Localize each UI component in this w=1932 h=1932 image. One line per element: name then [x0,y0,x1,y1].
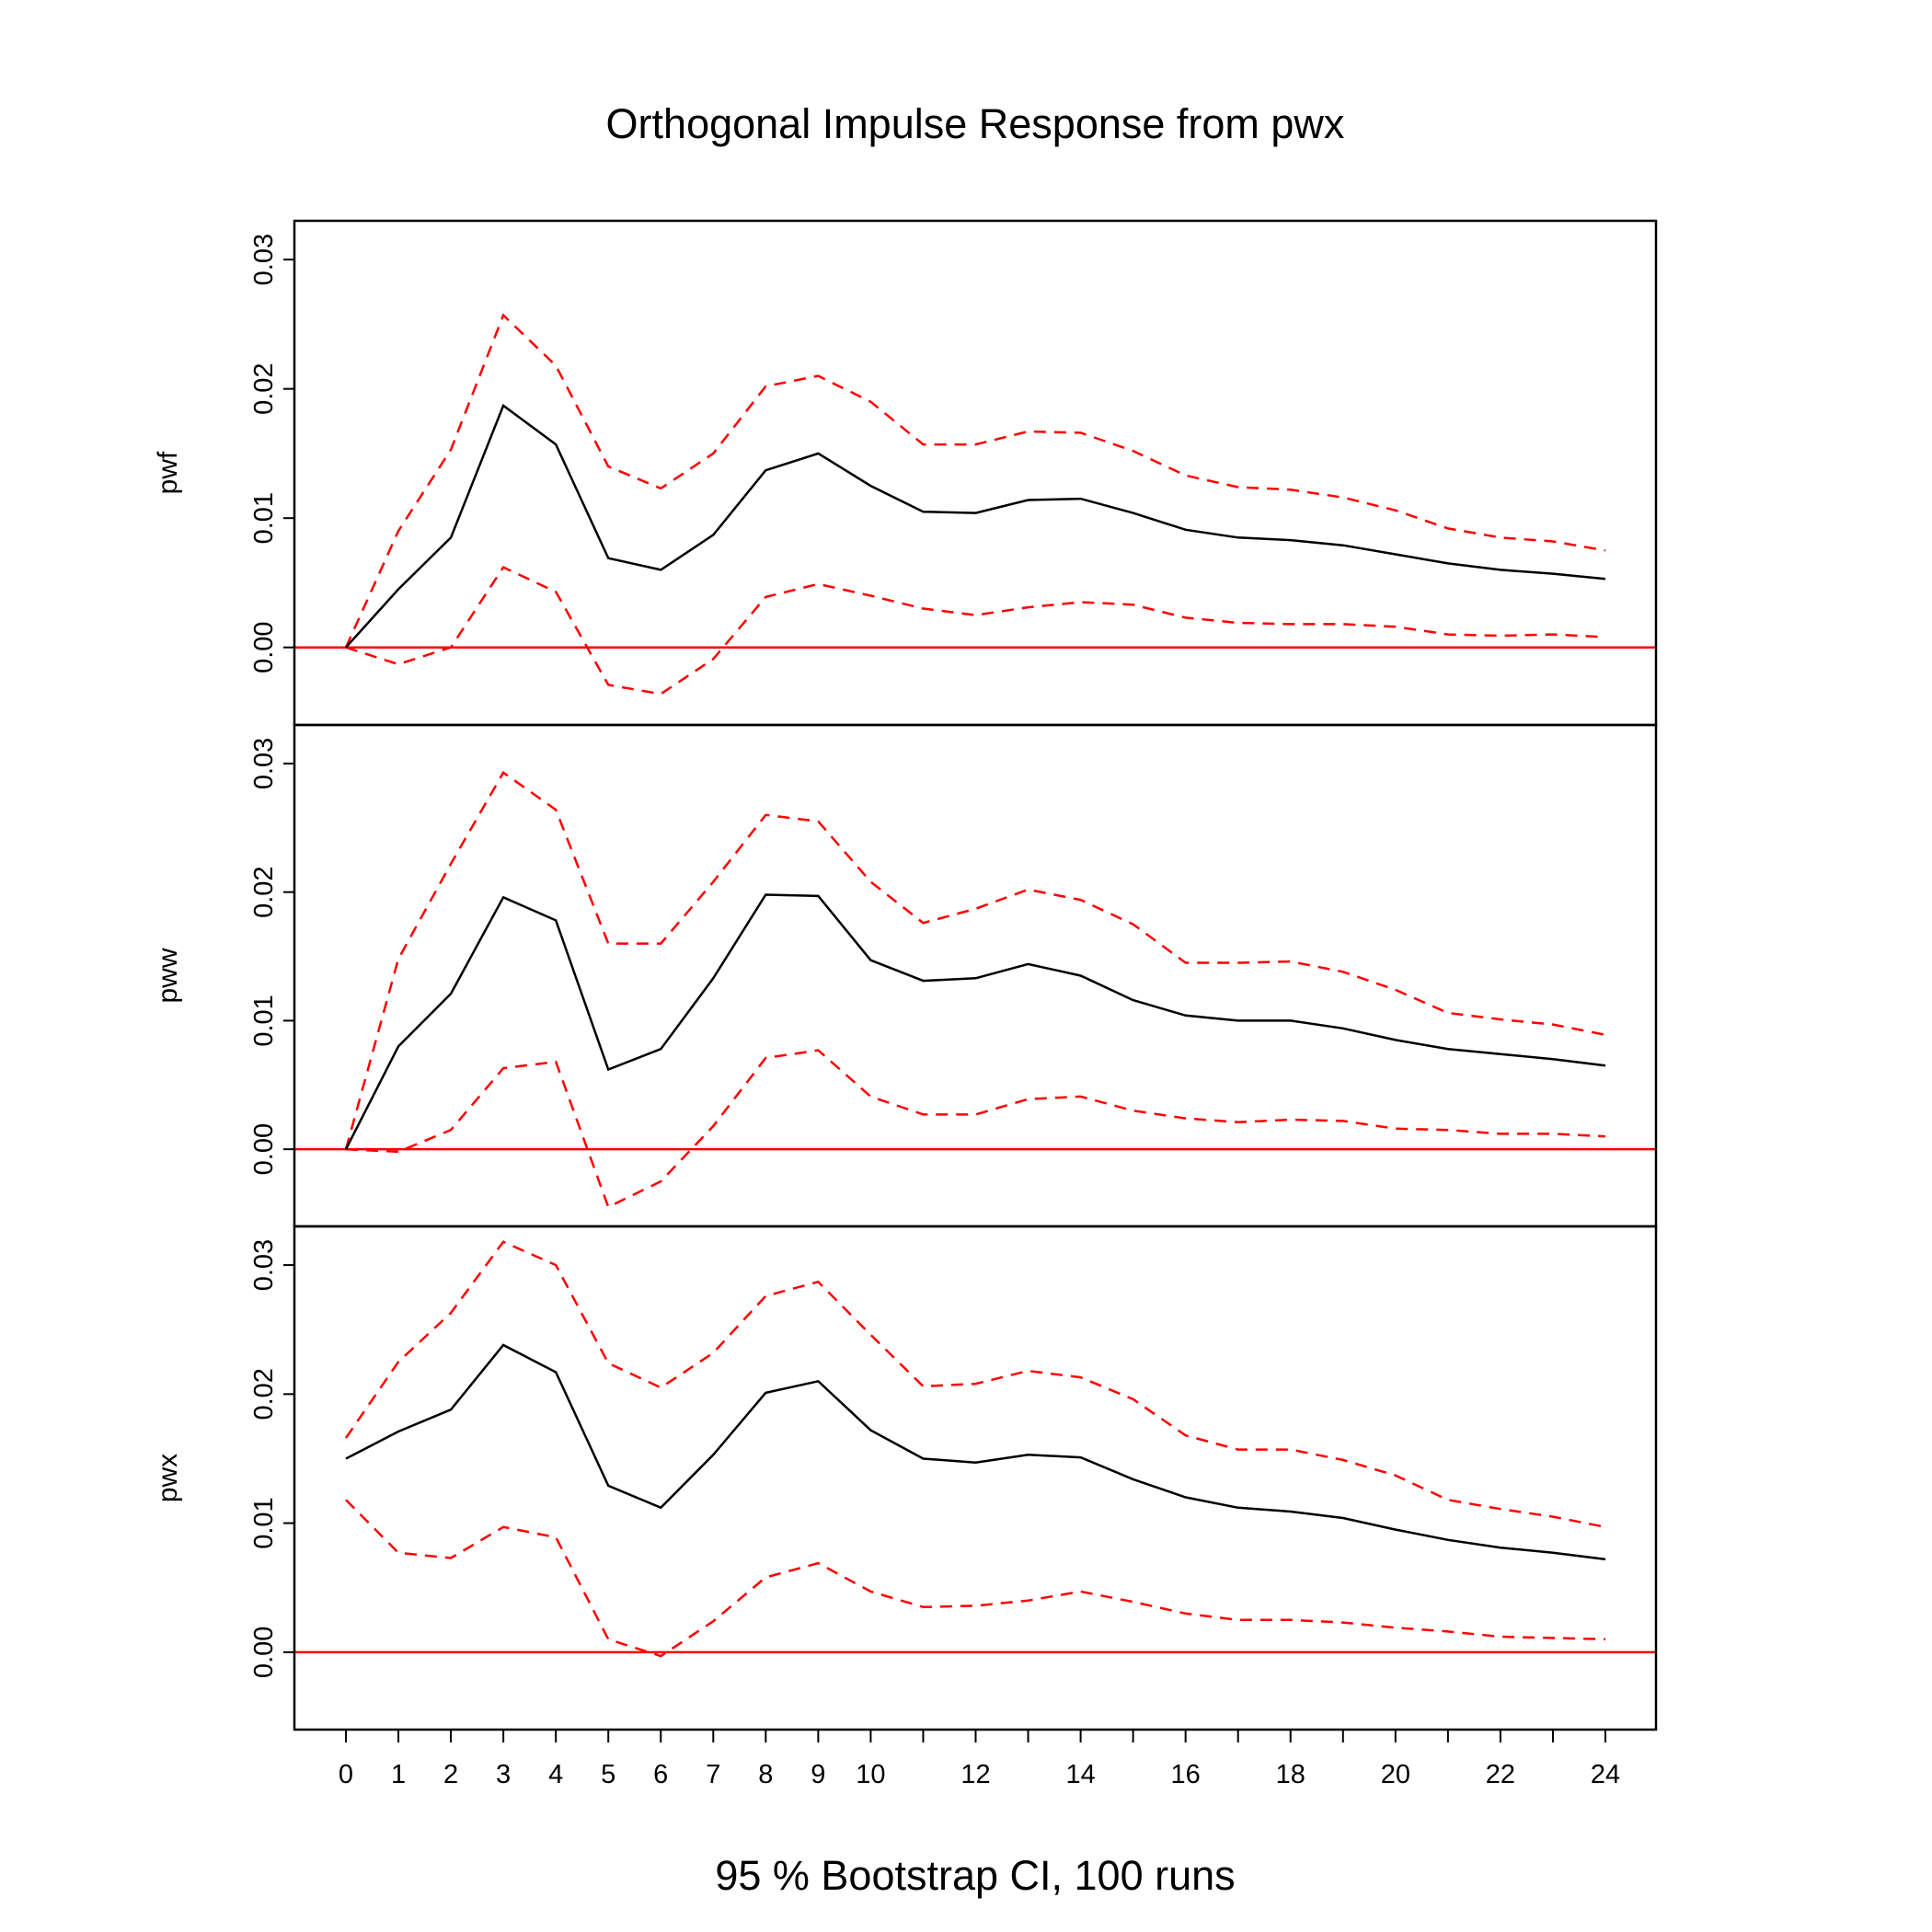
x-axis: 0 1 2 3 4 5 6 7 8 9 10 12 14 16 18 20 22 24 [339,1730,1620,1789]
x-tick-label-9: 9 [811,1760,825,1789]
y-tick-label-pww-1: 0.01 [249,995,279,1046]
panel-frame-pww [293,723,1658,1228]
y-tick-label-pwf-3: 0.03 [249,234,279,285]
ci-upper-line-pww [344,770,1606,1150]
y-tick-label-pww-3: 0.03 [249,738,279,789]
x-tick-label-3: 3 [496,1760,511,1789]
panels-layer: 0.000.010.020.03pwf0.000.010.020.03pww0.… [153,219,1658,1731]
x-tick-label-10: 10 [856,1760,885,1789]
ci-lower-line-pwx [345,1499,1606,1658]
y-tick-label-pwx-1: 0.01 [249,1497,279,1548]
panel-pww: 0.00 0.01 0.02 0.03 pww [153,723,1658,1228]
panel-frame-pwx [293,1225,1658,1731]
y-tick-label-pww-0: 0.00 [249,1123,279,1175]
response-line-pwf [345,403,1606,649]
x-tick-label-0: 0 [339,1760,353,1789]
chart-title: Orthogonal Impulse Response from pwx [606,100,1345,147]
response-line-pwx [345,1343,1606,1561]
x-tick-label-22: 22 [1486,1760,1515,1789]
y-tick-label-pwx-0: 0.00 [249,1627,279,1678]
x-tick-label-12: 12 [960,1760,990,1789]
y-tick-label-pwf-1: 0.01 [249,492,279,544]
panel-pwf: 0.00 0.01 0.02 0.03 pwf [153,219,1658,727]
x-tick-label-2: 2 [443,1760,458,1789]
x-tick-label-8: 8 [758,1760,773,1789]
x-tick-label-1: 1 [391,1760,406,1789]
panel-pwx: 0.00 0.01 0.02 0.03 pwx [153,1225,1658,1731]
x-tick-label-14: 14 [1065,1760,1095,1789]
y-tick-label-pwf-2: 0.02 [249,362,279,414]
panel-ylabel-pwx: pwx [153,1454,183,1502]
y-tick-label-pwf-0: 0.00 [249,621,279,673]
y-tick-label-pww-2: 0.02 [249,866,279,917]
y-tick-label-pwx-3: 0.03 [249,1239,279,1291]
ci-lower-line-pww [345,1049,1606,1209]
ci-lower-line-pwf [345,566,1606,696]
panel-frame-pwf [293,219,1658,727]
x-tick-label-20: 20 [1381,1760,1410,1789]
x-tick-label-7: 7 [706,1760,720,1789]
ci-upper-line-pwx [344,1240,1606,1529]
y-tick-label-pwx-2: 0.02 [249,1368,279,1420]
chart-footer: 95 % Bootstrap CI, 100 runs [715,1852,1235,1899]
x-tick-label-4: 4 [548,1760,563,1789]
x-tick-label-5: 5 [601,1760,615,1789]
x-tick-label-18: 18 [1276,1760,1305,1789]
x-tick-label-24: 24 [1591,1760,1620,1789]
panel-ylabel-pww: pww [153,948,183,1003]
panel-ylabel-pwf: pwf [153,451,183,494]
x-tick-label-6: 6 [653,1760,668,1789]
x-tick-label-16: 16 [1171,1760,1201,1789]
ci-upper-line-pwf [344,313,1606,649]
response-line-pww [344,893,1606,1150]
